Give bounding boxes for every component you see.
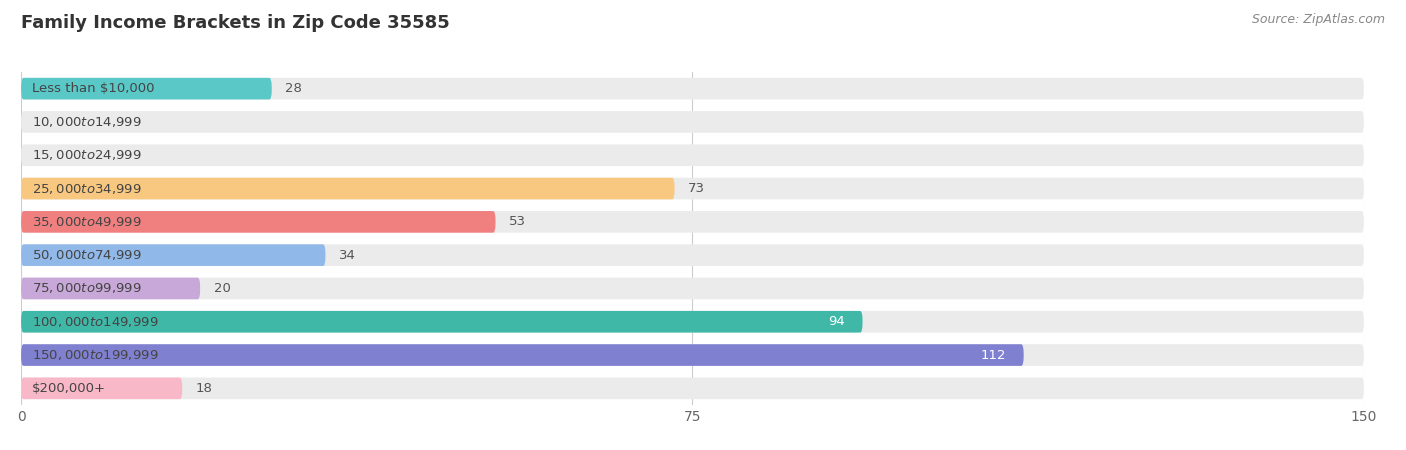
FancyBboxPatch shape bbox=[21, 344, 1024, 366]
Text: 18: 18 bbox=[195, 382, 212, 395]
Text: $10,000 to $14,999: $10,000 to $14,999 bbox=[32, 115, 142, 129]
FancyBboxPatch shape bbox=[21, 178, 675, 199]
Text: 73: 73 bbox=[688, 182, 704, 195]
FancyBboxPatch shape bbox=[21, 78, 1364, 99]
Text: 94: 94 bbox=[828, 315, 845, 328]
FancyBboxPatch shape bbox=[21, 244, 325, 266]
Text: Family Income Brackets in Zip Code 35585: Family Income Brackets in Zip Code 35585 bbox=[21, 14, 450, 32]
FancyBboxPatch shape bbox=[21, 111, 1364, 133]
Text: $150,000 to $199,999: $150,000 to $199,999 bbox=[32, 348, 159, 362]
FancyBboxPatch shape bbox=[21, 78, 271, 99]
Text: Source: ZipAtlas.com: Source: ZipAtlas.com bbox=[1251, 14, 1385, 27]
Text: $15,000 to $24,999: $15,000 to $24,999 bbox=[32, 148, 142, 162]
FancyBboxPatch shape bbox=[21, 378, 183, 399]
Text: $100,000 to $149,999: $100,000 to $149,999 bbox=[32, 315, 159, 329]
Text: 20: 20 bbox=[214, 282, 231, 295]
FancyBboxPatch shape bbox=[21, 278, 200, 299]
FancyBboxPatch shape bbox=[21, 244, 1364, 266]
FancyBboxPatch shape bbox=[21, 178, 1364, 199]
FancyBboxPatch shape bbox=[21, 278, 1364, 299]
FancyBboxPatch shape bbox=[21, 311, 1364, 333]
Text: $25,000 to $34,999: $25,000 to $34,999 bbox=[32, 181, 142, 196]
FancyBboxPatch shape bbox=[21, 211, 495, 233]
Text: 112: 112 bbox=[980, 349, 1005, 361]
Text: $200,000+: $200,000+ bbox=[32, 382, 105, 395]
FancyBboxPatch shape bbox=[21, 211, 1364, 233]
Text: Less than $10,000: Less than $10,000 bbox=[32, 82, 155, 95]
FancyBboxPatch shape bbox=[21, 378, 1364, 399]
Text: $50,000 to $74,999: $50,000 to $74,999 bbox=[32, 248, 142, 262]
Text: 53: 53 bbox=[509, 216, 526, 228]
FancyBboxPatch shape bbox=[21, 311, 862, 333]
Text: $35,000 to $49,999: $35,000 to $49,999 bbox=[32, 215, 142, 229]
Text: 28: 28 bbox=[285, 82, 302, 95]
FancyBboxPatch shape bbox=[21, 144, 1364, 166]
FancyBboxPatch shape bbox=[21, 344, 1364, 366]
Text: 34: 34 bbox=[339, 249, 356, 261]
Text: $75,000 to $99,999: $75,000 to $99,999 bbox=[32, 281, 142, 296]
